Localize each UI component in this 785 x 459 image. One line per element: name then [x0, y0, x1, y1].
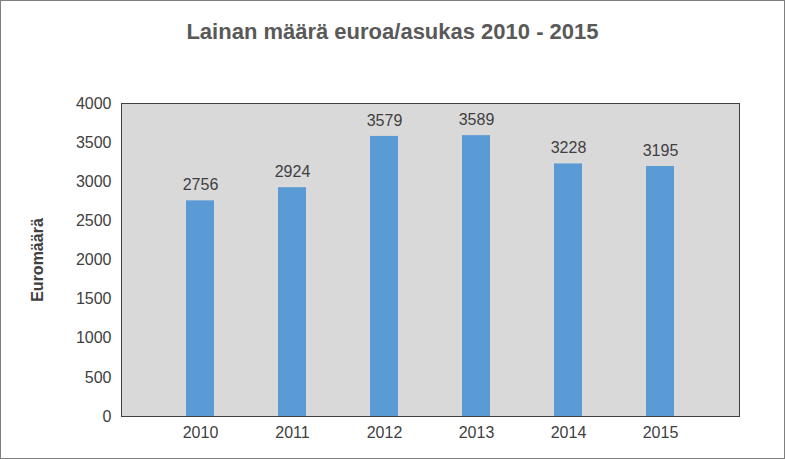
svg-text:2500: 2500	[76, 212, 112, 229]
svg-text:Euromäärä: Euromäärä	[29, 218, 46, 302]
svg-text:3228: 3228	[551, 139, 587, 156]
svg-text:2000: 2000	[76, 251, 112, 268]
svg-text:2015: 2015	[643, 424, 679, 441]
svg-text:3195: 3195	[643, 142, 679, 159]
svg-text:500: 500	[85, 368, 112, 385]
svg-text:1000: 1000	[76, 329, 112, 346]
svg-text:2010: 2010	[183, 424, 219, 441]
svg-text:3589: 3589	[459, 111, 495, 128]
svg-text:1500: 1500	[76, 290, 112, 307]
svg-text:3000: 3000	[76, 173, 112, 190]
svg-text:2014: 2014	[551, 424, 587, 441]
html-text:Lainan määrä euroa/asukas 2010: Lainan määrä euroa/asukas 2010 - 2015	[186, 19, 599, 44]
svg-text:2011: 2011	[275, 424, 310, 441]
svg-text:2924: 2924	[275, 163, 311, 180]
svg-text:2756: 2756	[183, 176, 219, 193]
svg-text:0: 0	[103, 408, 112, 425]
svg-text:2013: 2013	[459, 424, 495, 441]
svg-text:2012: 2012	[367, 424, 403, 441]
svg-text:3500: 3500	[76, 134, 112, 151]
svg-text:4000: 4000	[76, 95, 112, 112]
svg-text:3579: 3579	[367, 112, 403, 129]
